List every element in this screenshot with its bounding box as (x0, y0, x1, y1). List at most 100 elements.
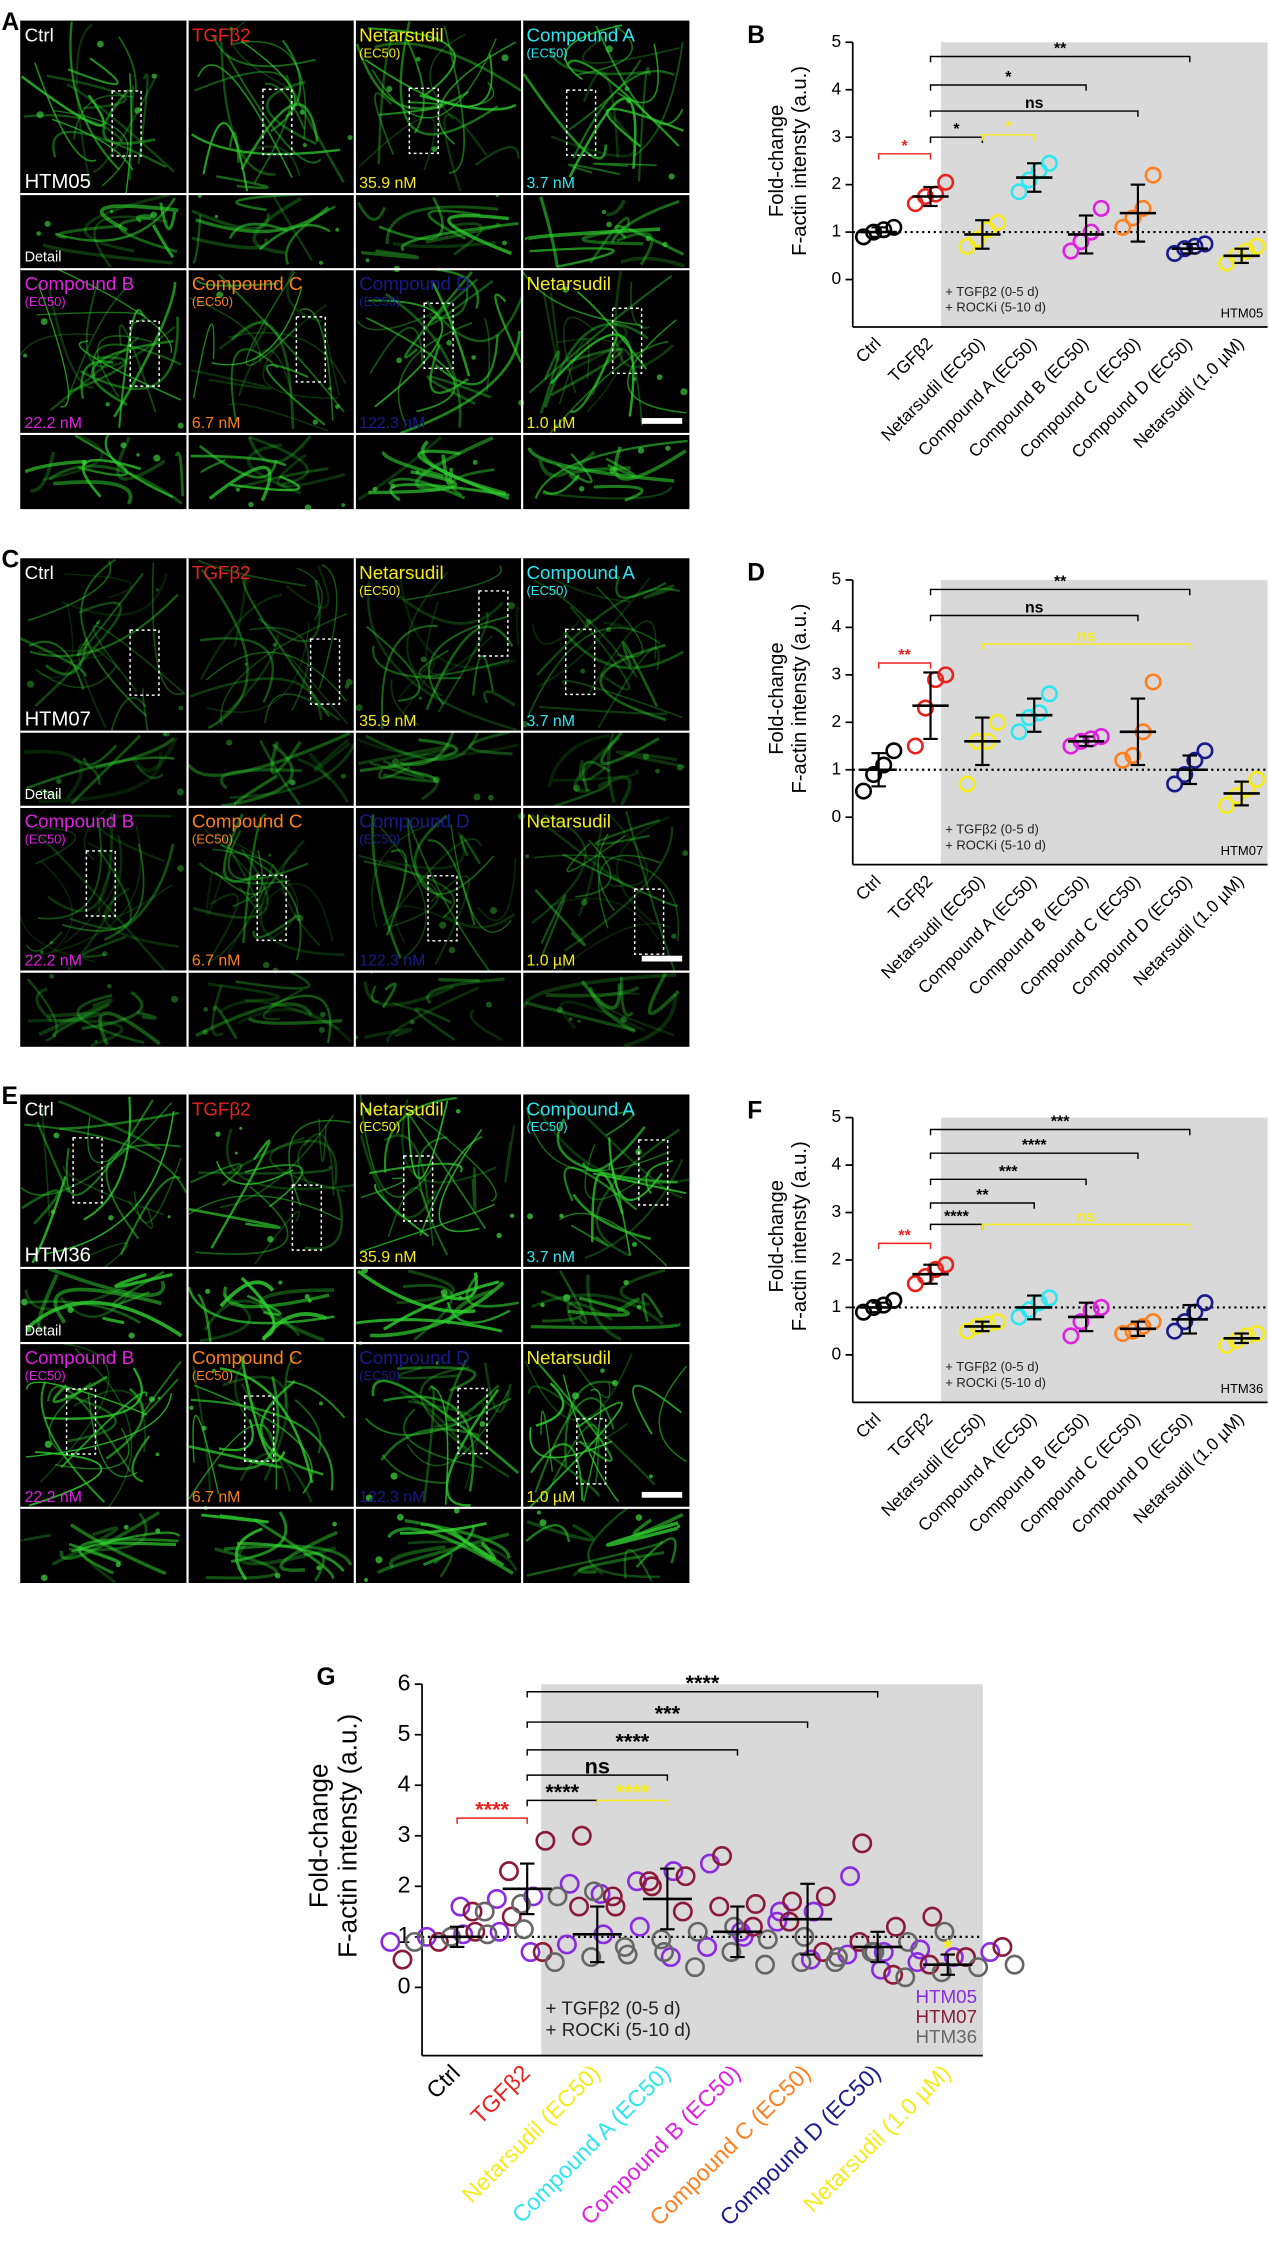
y-tick-label: 3 (832, 126, 842, 146)
panel-letter: G (317, 1664, 336, 1691)
actin-fiber (60, 1391, 148, 1469)
actin-fiber (391, 1001, 421, 1013)
significance-bracket (929, 110, 1139, 117)
actin-fiber (207, 893, 239, 963)
actin-fiber (587, 620, 657, 696)
actin-fiber (78, 1538, 179, 1575)
cell-spot (341, 503, 346, 507)
well-conc: 122.3 nM (359, 415, 425, 432)
well-conc: 3.7 nM (526, 1249, 575, 1266)
cell-spot (410, 1019, 415, 1025)
data-point (477, 1924, 498, 1945)
actin-fiber (645, 1160, 673, 1195)
actin-fiber (313, 738, 351, 772)
cell-spot (446, 340, 452, 346)
data-point (815, 1886, 836, 1907)
actin-fiber (382, 838, 482, 927)
actin-fiber (572, 1193, 651, 1241)
actin-fiber (271, 994, 332, 1044)
cell-spot (202, 1029, 208, 1035)
data-point (663, 1861, 684, 1882)
well-sub: (EC50) (359, 45, 400, 60)
data-point (1124, 1322, 1142, 1340)
cell-spot (105, 402, 110, 407)
data-point (569, 1896, 590, 1917)
actin-fiber (647, 972, 680, 1016)
cell-spot (340, 773, 346, 779)
cell-spot (568, 1017, 573, 1022)
actin-fiber (67, 57, 119, 86)
actin-fiber (605, 107, 684, 148)
data-point (1248, 770, 1266, 788)
actin-fiber (419, 1135, 483, 1236)
cell-spot (318, 260, 324, 265)
data-point (958, 1322, 976, 1340)
well-name: Netarsudil (526, 811, 610, 832)
data-point (757, 1929, 778, 1950)
significance-label: ** (976, 1187, 989, 1204)
actin-fiber (563, 631, 685, 670)
actin-fiber (446, 1301, 511, 1324)
cell-spot (472, 459, 478, 465)
actin-fiber (581, 26, 680, 64)
actin-fiber (297, 757, 349, 804)
actin-fiber (265, 364, 326, 426)
well-conc: 1.0 µM (526, 1489, 575, 1506)
actin-fiber (266, 80, 317, 146)
actin-fiber (188, 1445, 282, 1469)
cell-spot (156, 588, 159, 592)
data-point (1176, 1313, 1194, 1331)
actin-fiber (190, 454, 287, 467)
data-point (501, 1906, 522, 1927)
actin-fiber (296, 567, 323, 621)
well-name: Ctrl (25, 1098, 54, 1119)
data-point (791, 1952, 812, 1973)
actin-fiber (249, 627, 309, 712)
actin-fiber (195, 206, 330, 234)
actin-fiber (597, 775, 632, 806)
actin-fiber (533, 579, 639, 678)
actin-fiber (259, 839, 345, 957)
data-point (745, 1894, 766, 1914)
actin-fiber (468, 730, 513, 756)
actin-fiber (247, 1016, 343, 1025)
actin-fiber (363, 860, 456, 919)
actin-fiber (406, 571, 449, 697)
actin-fiber (562, 853, 678, 907)
data-point (1062, 242, 1080, 260)
cell-line-label: HTM07 (1221, 843, 1264, 858)
actin-fiber (242, 577, 331, 718)
roi-box (638, 1139, 669, 1206)
actin-fiber (542, 473, 580, 495)
well-conc: 22.2 nM (25, 415, 82, 432)
actin-fiber (623, 1548, 653, 1582)
y-tick-label: 0 (832, 806, 842, 826)
actin-fiber (229, 742, 357, 800)
actin-fiber (218, 1419, 254, 1452)
actin-fiber (118, 36, 137, 90)
data-point (1114, 751, 1132, 769)
roi-box (427, 875, 458, 942)
actin-fiber (192, 1414, 220, 1495)
actin-fiber (201, 1513, 269, 1524)
cell-spot (49, 940, 54, 945)
cell-spot (226, 739, 233, 746)
actin-fiber (199, 593, 283, 681)
well-sub: (EC50) (359, 1119, 400, 1134)
y-tick-label: 5 (832, 1106, 842, 1126)
well-sub: (EC50) (359, 294, 400, 309)
significance-label: ns (1077, 628, 1096, 645)
y-tick-label: 3 (832, 1201, 842, 1221)
cell-spot (559, 1213, 564, 1219)
data-point (1004, 1954, 1025, 1975)
cell-spot (487, 794, 494, 801)
actin-fiber (218, 319, 269, 350)
actin-fiber (521, 972, 677, 1008)
actin-fiber (198, 862, 290, 885)
actin-fiber (270, 740, 302, 775)
data-point (755, 1954, 776, 1975)
significance-bracket (929, 1178, 1087, 1186)
actin-fiber (227, 882, 334, 954)
cell-line-label: HTM05 (1221, 305, 1264, 320)
data-point (825, 1952, 846, 1973)
